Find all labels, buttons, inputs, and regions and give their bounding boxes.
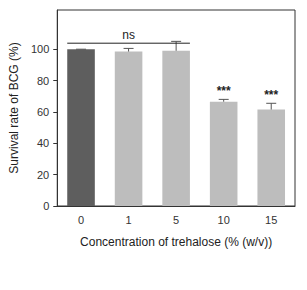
svg-text:***: ***	[264, 88, 278, 102]
svg-text:Survival rate of BCG (%): Survival rate of BCG (%)	[7, 42, 21, 173]
svg-text:0: 0	[43, 200, 49, 212]
svg-text:100: 100	[31, 43, 49, 55]
svg-text:10: 10	[218, 214, 230, 226]
svg-text:5: 5	[173, 214, 179, 226]
svg-text:***: ***	[217, 84, 231, 98]
svg-text:15: 15	[265, 214, 277, 226]
svg-text:60: 60	[37, 106, 49, 118]
svg-text:40: 40	[37, 137, 49, 149]
svg-text:ns: ns	[122, 28, 135, 42]
svg-text:1: 1	[126, 214, 132, 226]
svg-text:80: 80	[37, 75, 49, 87]
svg-text:Concentration of trehalose (%: Concentration of trehalose (% (w/v))	[80, 235, 272, 249]
svg-text:20: 20	[37, 169, 49, 181]
svg-text:0: 0	[78, 214, 84, 226]
